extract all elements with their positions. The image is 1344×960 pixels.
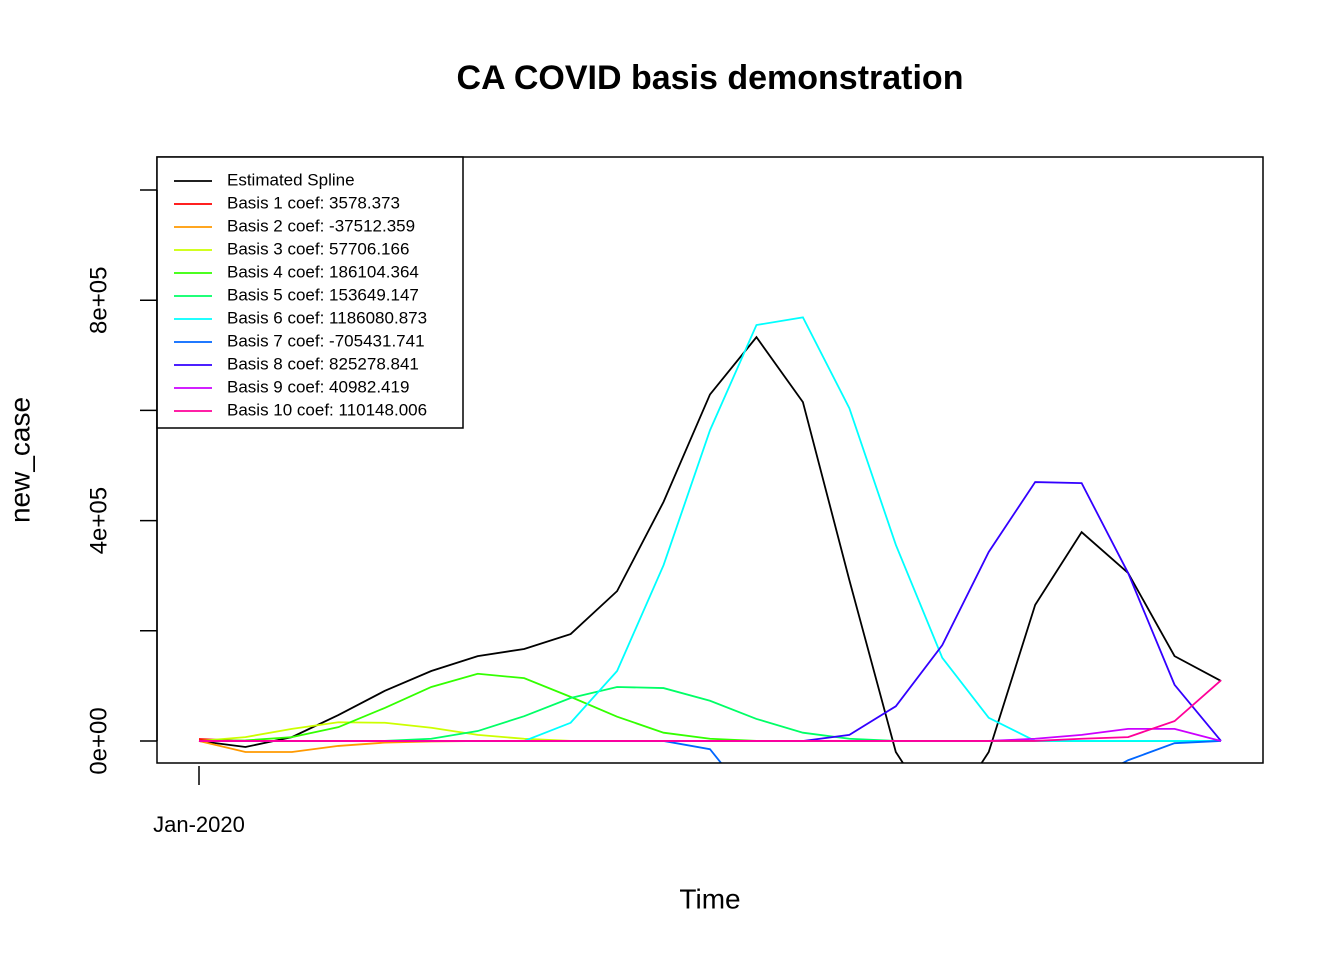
legend-label: Basis 7 coef: -705431.741 xyxy=(227,331,425,350)
x-tick-label: Jan-2020 xyxy=(153,812,245,837)
x-axis-label: Time xyxy=(679,883,740,914)
legend-label: Estimated Spline xyxy=(227,170,355,189)
legend-label: Basis 5 coef: 153649.147 xyxy=(227,285,419,304)
series-line xyxy=(199,679,1222,742)
legend-label: Basis 3 coef: 57706.166 xyxy=(227,239,409,258)
y-tick-label: 8e+05 xyxy=(85,267,112,334)
chart-title: CA COVID basis demonstration xyxy=(457,59,964,97)
legend-label: Basis 6 coef: 1186080.873 xyxy=(227,308,427,327)
legend-label: Basis 10 coef: 110148.006 xyxy=(227,400,427,419)
y-tick-label: 0e+00 xyxy=(85,707,112,774)
series-line xyxy=(199,740,1222,763)
series-line xyxy=(199,481,1222,742)
series-line xyxy=(199,686,1221,742)
series-line xyxy=(198,335,1222,763)
legend: Estimated Spline Basis 1 coef: 3578.373 Ba… xyxy=(156,156,464,429)
plot-lines xyxy=(198,316,1222,763)
legend-label: Basis 4 coef: 186104.364 xyxy=(227,262,419,281)
legend-label: Basis 8 coef: 825278.841 xyxy=(227,354,419,373)
y-axis-label: new_case xyxy=(4,397,35,523)
y-tick-label: 4e+05 xyxy=(85,487,112,554)
legend-label: Basis 2 coef: -37512.359 xyxy=(227,216,415,235)
legend-label: Basis 1 coef: 3578.373 xyxy=(227,193,400,212)
legend-label: Basis 9 coef: 40982.419 xyxy=(227,377,409,396)
legend-box xyxy=(156,156,464,429)
